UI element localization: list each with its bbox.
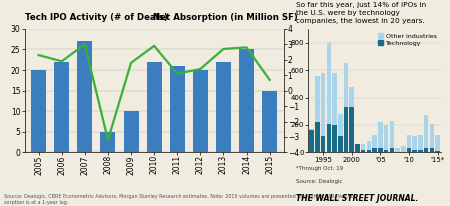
Bar (310, 129, 314, 152)
Bar (367, 150, 371, 152)
Bar (378, 148, 382, 152)
Bar (372, 148, 377, 152)
Bar (395, 148, 400, 152)
Bar (412, 136, 417, 152)
Bar (327, 43, 331, 152)
Bar (170, 66, 185, 152)
Bar (407, 135, 411, 152)
Bar (315, 122, 320, 152)
Bar (315, 76, 320, 152)
Bar (350, 87, 354, 152)
Bar (338, 114, 342, 152)
Bar (77, 41, 92, 152)
Text: So far this year, just 14% of IPOs in
the U.S. were by technology
companies, the: So far this year, just 14% of IPOs in th… (296, 2, 426, 24)
Bar (384, 125, 388, 152)
Bar (435, 135, 440, 152)
Bar (372, 135, 377, 152)
Bar (401, 146, 405, 152)
Bar (193, 70, 208, 152)
Bar (332, 73, 337, 152)
Legend: Other industries, Technology: Other industries, Technology (376, 32, 438, 47)
Bar (424, 115, 428, 152)
Bar (367, 142, 371, 152)
Bar (344, 63, 348, 152)
Bar (100, 132, 116, 152)
Bar (430, 124, 434, 152)
Bar (123, 111, 139, 152)
Bar (430, 148, 434, 152)
Bar (390, 121, 394, 152)
Bar (344, 107, 348, 152)
Bar (350, 107, 354, 152)
Bar (327, 124, 331, 152)
Text: THE WALL STREET JOURNAL.: THE WALL STREET JOURNAL. (296, 194, 418, 203)
Bar (384, 150, 388, 152)
Bar (412, 150, 417, 152)
Text: Net Absorption (in Million SF): Net Absorption (in Million SF) (153, 13, 298, 22)
Bar (355, 144, 360, 152)
Bar (321, 136, 325, 152)
Bar (338, 136, 342, 152)
Bar (147, 62, 162, 152)
Bar (390, 148, 394, 152)
Bar (407, 148, 411, 152)
Bar (435, 151, 440, 152)
Bar (310, 130, 314, 152)
Bar (239, 49, 254, 152)
Text: Source: Dealogic: Source: Dealogic (296, 179, 342, 184)
Bar (216, 62, 231, 152)
Bar (418, 135, 423, 152)
Text: *Through Oct. 19: *Through Oct. 19 (296, 166, 343, 171)
Text: Source: Dealogic, CBRE Econometric Advisors, Morgan Stanley Research estimates. : Source: Dealogic, CBRE Econometric Advis… (4, 194, 356, 205)
Bar (361, 144, 365, 152)
Bar (355, 144, 360, 152)
Text: Tech IPO Activity (# of Deals): Tech IPO Activity (# of Deals) (25, 13, 167, 22)
Bar (31, 70, 46, 152)
Bar (424, 148, 428, 152)
Bar (262, 91, 277, 152)
Bar (418, 150, 423, 152)
Bar (54, 62, 69, 152)
Bar (321, 73, 325, 152)
Bar (332, 125, 337, 152)
Bar (378, 122, 382, 152)
Bar (361, 150, 365, 152)
